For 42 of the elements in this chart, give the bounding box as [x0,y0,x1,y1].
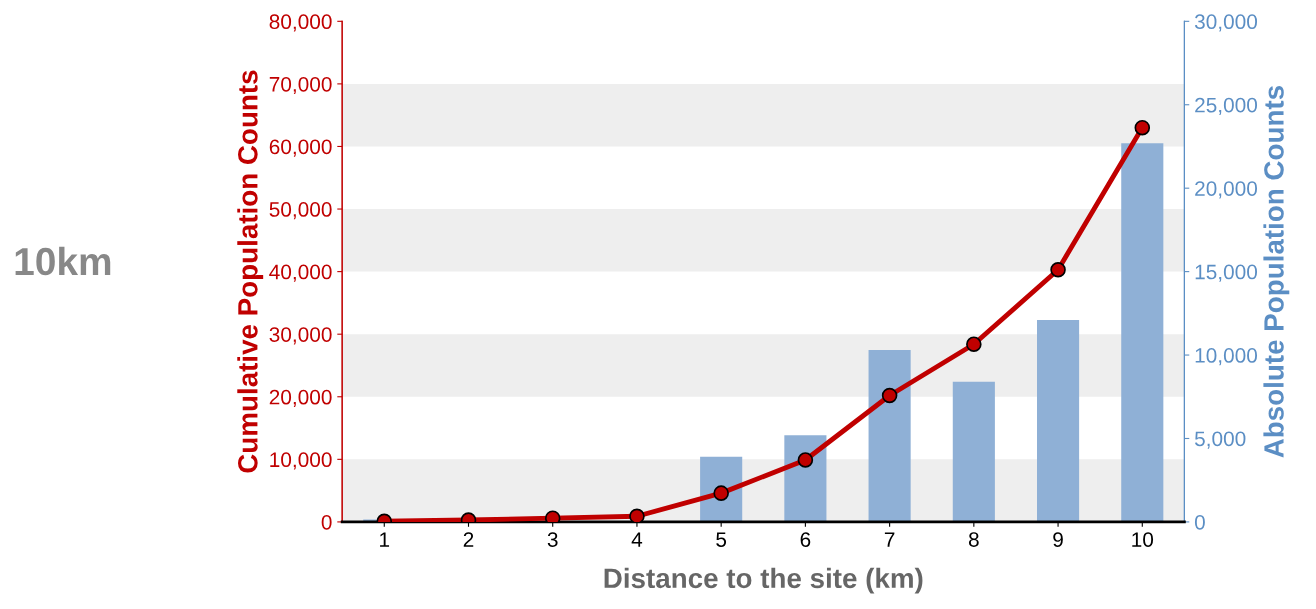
point [629,508,645,522]
y-tick-label: 80,000 [269,14,332,32]
point [1050,261,1066,278]
y2-tick-label: 0 [1194,514,1205,530]
x-tick-label: 1 [380,532,390,547]
x-tick-label: 2 [463,532,474,547]
bar [868,350,911,522]
point [881,387,898,404]
y2-tick-label: 25,000 [1195,97,1258,115]
x-tick-label: 10 [1132,532,1154,547]
bar [1121,143,1164,522]
y-tick-label: 10,000 [270,452,332,470]
x-axis-title: Distance to the site (km) [604,567,923,594]
y2-tick-label: 15,000 [1195,264,1258,282]
bar [952,381,995,522]
y-tick-label: 50,000 [269,202,332,220]
y2-tick-label: 30,000 [1194,14,1258,32]
y-axis-title: Cumulative Population Counts [237,70,264,473]
x-tick-label: 4 [631,532,643,547]
x-tick-label: 7 [884,532,895,547]
y2-tick-label: 5,000 [1194,431,1246,449]
text: 10km [15,246,111,276]
point [797,452,814,468]
bar [784,435,827,522]
x-tick-label: 5 [716,532,727,547]
x-tick-label: 9 [1053,532,1063,547]
x-tick-label: 8 [968,532,979,547]
y-tick-label: 40,000 [269,264,332,282]
y2-axis-title: Absolute Population Counts [1263,86,1290,458]
point [1134,119,1151,136]
x-tick-label: 6 [800,532,811,547]
x-tick-label: 3 [547,532,558,547]
y2-tick-label: 10,000 [1195,348,1258,366]
y-tick-label: 30,000 [269,327,332,345]
y-tick-label: 60,000 [269,139,332,157]
point [713,485,729,501]
y-tick-label: 70,000 [269,76,332,95]
y-tick-label: 0 [321,514,332,530]
point [966,336,982,352]
y-tick-label: 20,000 [269,389,332,407]
bar [1037,320,1080,522]
y2-tick-label: 20,000 [1195,181,1258,199]
